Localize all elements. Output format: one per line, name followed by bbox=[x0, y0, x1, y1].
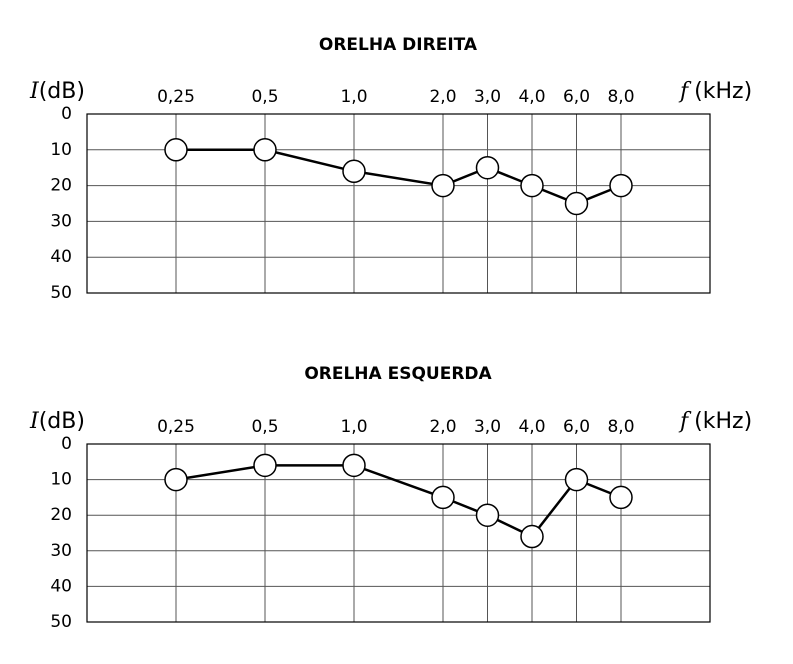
x-tick-label: 6,0 bbox=[563, 87, 590, 107]
data-point bbox=[475, 503, 500, 527]
y-axis-label: I(dB) bbox=[29, 409, 85, 434]
x-tick-label: 6,0 bbox=[563, 417, 590, 437]
x-tick-label: 1,0 bbox=[340, 417, 367, 437]
x-tick-label: 0,25 bbox=[157, 87, 195, 107]
line bbox=[175, 464, 622, 539]
data-point bbox=[164, 138, 188, 162]
data-point bbox=[431, 485, 455, 510]
y-axis-symbol: I bbox=[29, 79, 40, 104]
y-tick-label: 10 bbox=[50, 470, 72, 490]
data-point bbox=[520, 173, 544, 198]
data-point bbox=[253, 453, 277, 478]
x-tick-label: 4,0 bbox=[518, 417, 545, 437]
data-point bbox=[609, 173, 633, 198]
y-tick-label: 20 bbox=[50, 505, 72, 525]
line bbox=[176, 148, 622, 205]
y-tick-label: 30 bbox=[50, 541, 72, 561]
y-axis-label: I(dB) bbox=[29, 79, 85, 104]
data-point bbox=[342, 159, 366, 184]
data-point bbox=[342, 453, 366, 478]
y-tick-label: 10 bbox=[50, 140, 72, 160]
x-tick-label: 8,0 bbox=[607, 417, 634, 437]
x-tick-label: 2,0 bbox=[429, 417, 456, 437]
y-tick-label: 30 bbox=[50, 211, 72, 231]
y-tick-label: 50 bbox=[50, 612, 72, 632]
x-axis-symbol: f bbox=[678, 409, 692, 434]
x-axis-symbol: f bbox=[678, 79, 692, 104]
y-tick-label: 50 bbox=[50, 283, 72, 303]
x-axis-unit: (kHz) bbox=[694, 409, 752, 434]
data-point bbox=[564, 467, 589, 492]
data-point bbox=[164, 467, 188, 492]
data-point bbox=[520, 524, 544, 549]
y-axis-unit: (dB) bbox=[39, 79, 85, 104]
y-axis-symbol: I bbox=[29, 409, 40, 434]
chart-panel: ORELHA ESQUERDA I(dB) f (kHz) 0 10 20 30 40 50 0,2… bbox=[29, 364, 752, 632]
x-tick-label: 3,0 bbox=[474, 417, 501, 437]
x-tick-label: 2,0 bbox=[429, 87, 456, 107]
plot-frame bbox=[86, 443, 711, 623]
data-point bbox=[609, 485, 633, 510]
x-tick-label: 3,0 bbox=[474, 87, 501, 107]
x-tick-label: 8,0 bbox=[607, 87, 634, 107]
plot-frame bbox=[86, 113, 711, 294]
y-tick-label: 40 bbox=[50, 576, 72, 596]
x-tick-label: 0,5 bbox=[251, 87, 278, 107]
data-point bbox=[253, 138, 277, 162]
y-tick-label: 0 bbox=[61, 434, 72, 454]
chart-panel: ORELHA DIREITA I(dB) f (kHz) 0 10 20 30 40 50 0,25… bbox=[29, 35, 752, 303]
chart-title: ORELHA DIREITA bbox=[319, 35, 478, 55]
chart-title: ORELHA ESQUERDA bbox=[304, 364, 492, 384]
data-point bbox=[564, 191, 589, 216]
x-tick-label: 1,0 bbox=[340, 87, 367, 107]
x-tick-label: 4,0 bbox=[518, 87, 545, 107]
x-axis-unit: (kHz) bbox=[694, 79, 752, 104]
x-tick-label: 0,25 bbox=[157, 417, 195, 437]
data-point bbox=[475, 155, 500, 180]
y-tick-label: 20 bbox=[50, 176, 72, 196]
data-point bbox=[431, 173, 455, 198]
y-axis-unit: (dB) bbox=[39, 409, 85, 434]
y-tick-label: 0 bbox=[61, 104, 72, 124]
x-tick-label: 0,5 bbox=[251, 417, 278, 437]
y-tick-label: 40 bbox=[50, 247, 72, 267]
x-axis-label: f (kHz) bbox=[678, 409, 752, 434]
x-axis-label: f (kHz) bbox=[678, 79, 752, 104]
